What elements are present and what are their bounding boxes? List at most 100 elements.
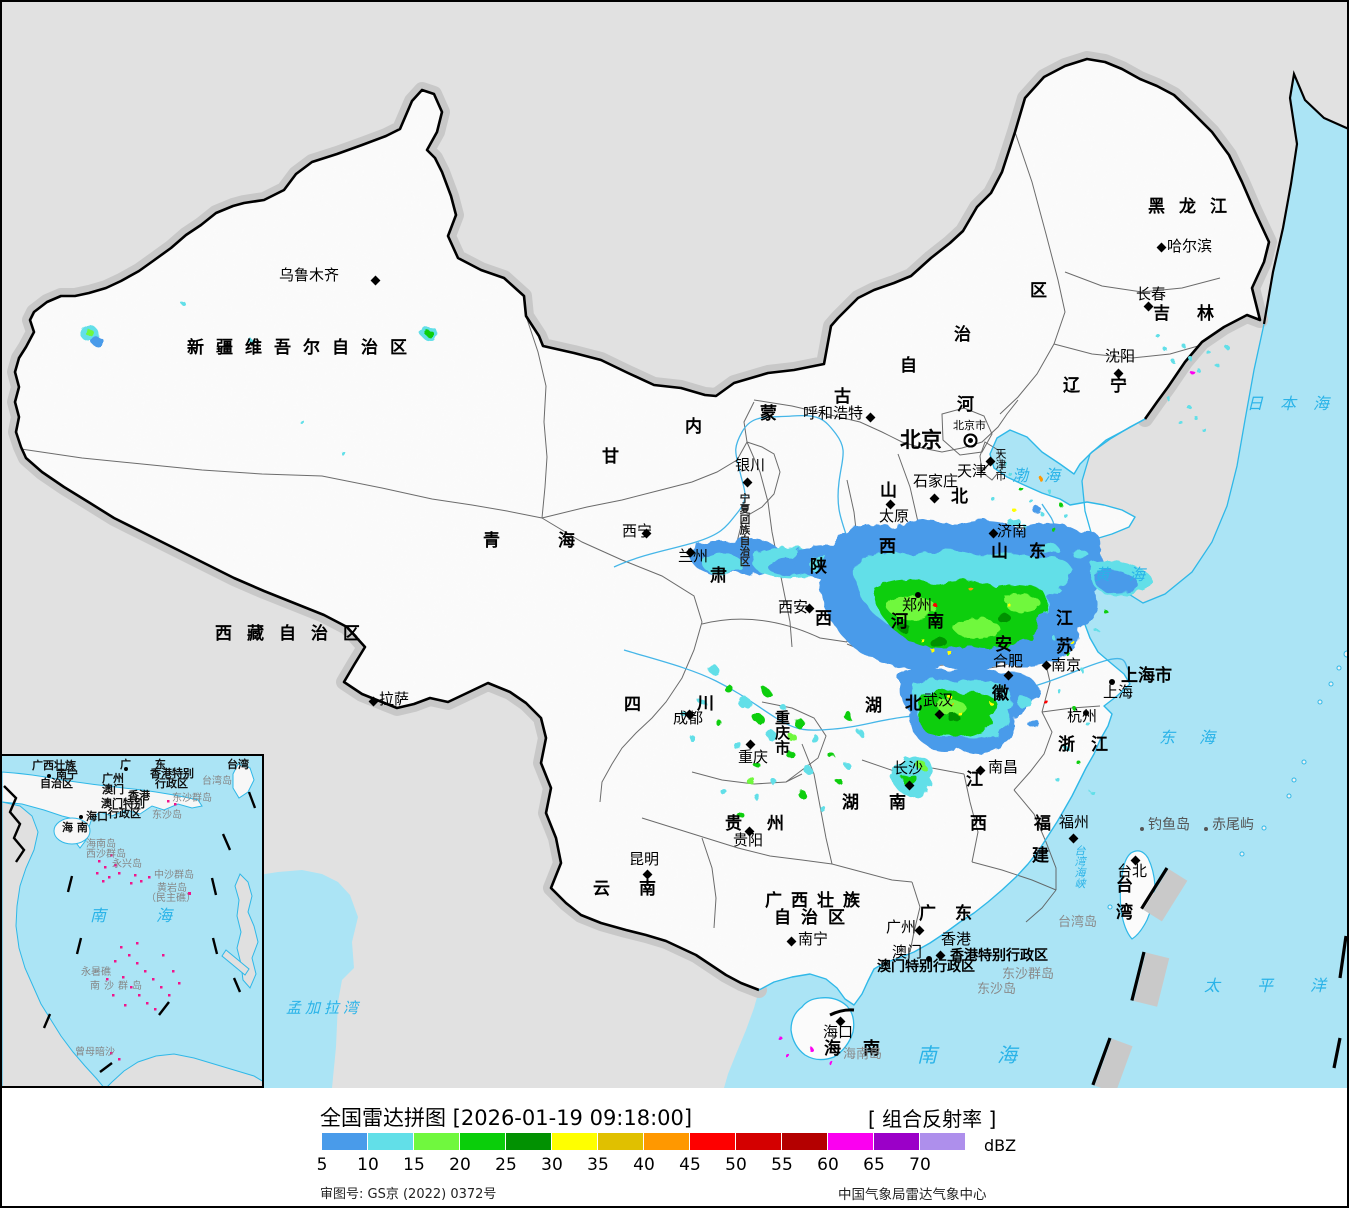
legend-value: 25 bbox=[495, 1155, 517, 1175]
province-boundaries bbox=[20, 131, 1221, 953]
map-label: 杭州 bbox=[1067, 707, 1098, 725]
inset-marker bbox=[78, 814, 83, 819]
map-label: 哈尔滨 bbox=[1167, 237, 1213, 255]
city-marker bbox=[1082, 709, 1089, 716]
city-marker bbox=[914, 591, 921, 598]
map-label: 区 bbox=[1030, 281, 1047, 301]
map-label: 江 bbox=[1056, 609, 1073, 629]
map-label: 赤尾屿 bbox=[1212, 817, 1254, 833]
map-label: 成都 bbox=[673, 709, 704, 727]
map-label: 香港特别行政区 bbox=[950, 948, 1048, 964]
inset-label: 行政区 bbox=[155, 777, 188, 790]
russia-coast bbox=[1262, 70, 1347, 325]
map-label: 陕 bbox=[810, 557, 827, 577]
dash-line-segments bbox=[829, 867, 1347, 1088]
map-label: 福州 bbox=[1059, 813, 1090, 831]
map-label: 南海 bbox=[917, 1043, 1077, 1067]
map-label: 安 bbox=[995, 635, 1012, 655]
legend-value: 60 bbox=[817, 1155, 839, 1175]
inset-label: 台湾 bbox=[227, 758, 249, 771]
inset-label: 南宁 bbox=[56, 768, 78, 781]
map-label: 辽 bbox=[1063, 376, 1080, 396]
city-marker bbox=[1139, 826, 1144, 831]
map-label: 西 bbox=[815, 609, 832, 629]
inset-label: 台湾岛 bbox=[202, 776, 232, 787]
radar-echoes bbox=[81, 300, 1228, 1066]
map-label: 重庆市 bbox=[773, 710, 791, 755]
inset-label: 永兴岛 bbox=[112, 859, 142, 870]
map-label: 西藏自治区 bbox=[215, 624, 375, 644]
legend-swatch bbox=[552, 1133, 597, 1150]
inset-marker bbox=[123, 766, 128, 771]
legend-value: 35 bbox=[587, 1155, 609, 1175]
map-label: 甘 bbox=[602, 447, 619, 467]
city-marker bbox=[1203, 826, 1208, 831]
map-label: 山 bbox=[880, 481, 897, 501]
color-scale-bar bbox=[322, 1133, 965, 1150]
taiwan-island bbox=[1119, 850, 1156, 940]
map-label: 东沙群岛 bbox=[1002, 967, 1055, 982]
ryukyu-islands bbox=[1107, 650, 1347, 910]
map-label: 广西壮族 bbox=[765, 891, 869, 911]
map-label: 建 bbox=[1032, 846, 1049, 866]
map-label: 昆明 bbox=[629, 850, 660, 868]
mosaic-title: 全国雷达拼图 [2026-01-19 09:18:00] bbox=[320, 1106, 693, 1130]
map-label: 东沙岛 bbox=[977, 982, 1017, 997]
map-label: 自治区 bbox=[774, 908, 855, 928]
south-china-sea-inset: 广西壮族 自治区 南宁 广 东广州 澳门 香港 香港特别 行政区 澳门特别 行政区 台湾 台湾岛 东沙群… bbox=[2, 754, 264, 1088]
legend-value: 65 bbox=[863, 1155, 885, 1175]
map-label: 台湾海峡 bbox=[1073, 845, 1086, 889]
map-label: 湾 bbox=[1116, 903, 1133, 923]
map-label: 宁 bbox=[1110, 376, 1127, 396]
legend-swatch bbox=[690, 1133, 735, 1150]
map-label: 林 bbox=[1197, 304, 1214, 324]
legend-value: 50 bbox=[725, 1155, 747, 1175]
inset-geography bbox=[2, 756, 262, 1086]
map-label: 福 bbox=[1034, 814, 1051, 834]
map-label: 重庆 bbox=[738, 748, 769, 766]
map-label: 太平洋 bbox=[1204, 976, 1326, 995]
map-label: 海南 bbox=[824, 1039, 902, 1059]
map-label: 西安 bbox=[778, 598, 809, 616]
map-label: 呼和浩特 bbox=[803, 404, 864, 422]
map-label: 沈阳 bbox=[1105, 347, 1136, 365]
map-label: 澳门 bbox=[892, 943, 923, 961]
inset-label: （民主礁） bbox=[146, 893, 196, 904]
map-label: 河南 bbox=[891, 612, 963, 632]
inset-label: 广西壮族 bbox=[32, 759, 76, 772]
inset-label: 海口 bbox=[86, 810, 108, 823]
legend-value: 55 bbox=[771, 1155, 793, 1175]
inset-label: 海 南 bbox=[62, 821, 88, 834]
map-label: 乌鲁木齐 bbox=[279, 266, 340, 284]
legend-swatch bbox=[598, 1133, 643, 1150]
map-label: 海口 bbox=[823, 1023, 854, 1041]
legend-swatch bbox=[322, 1133, 367, 1150]
map-label: 郑州 bbox=[902, 596, 933, 614]
legend-value: 20 bbox=[449, 1155, 471, 1175]
map-label: 海 bbox=[558, 531, 575, 551]
legend-value: 45 bbox=[679, 1155, 701, 1175]
inset-label: 自治区 bbox=[40, 777, 73, 790]
map-label: 太原 bbox=[879, 507, 910, 525]
map-label: 湖南 bbox=[842, 793, 936, 813]
legend-swatch bbox=[782, 1133, 827, 1150]
map-label: 武汉 bbox=[923, 691, 954, 709]
map-label: 上海 bbox=[1103, 683, 1134, 701]
map-label: 自 bbox=[900, 356, 917, 376]
map-label: 台湾岛 bbox=[1058, 915, 1098, 930]
map-label: 宁夏回族自治区 bbox=[738, 493, 751, 567]
map-label: 海南岛 bbox=[843, 1047, 883, 1062]
map-label: 徽 bbox=[992, 684, 1009, 704]
map-label: 天津 bbox=[957, 462, 988, 480]
map-label: 合肥 bbox=[993, 652, 1024, 670]
legend-value: 70 bbox=[909, 1155, 931, 1175]
legend-swatch bbox=[828, 1133, 873, 1150]
map-label: 渤海 bbox=[1012, 466, 1077, 485]
map-label: 台 bbox=[1116, 876, 1133, 896]
inset-label: 香港特别 bbox=[150, 767, 194, 780]
map-label: 台北 bbox=[1117, 862, 1148, 880]
map-label: 天津市 bbox=[994, 448, 1007, 481]
map-label: 西宁 bbox=[622, 522, 653, 540]
legend-value: 10 bbox=[357, 1155, 379, 1175]
